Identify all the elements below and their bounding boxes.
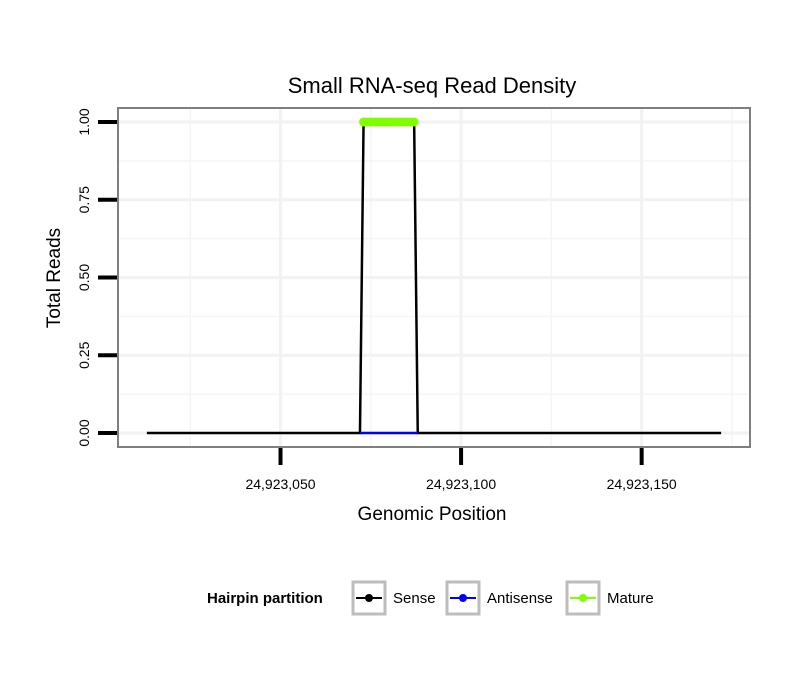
y-tick-label: 0.25 xyxy=(76,341,92,368)
x-tick-label: 24,923,050 xyxy=(245,476,315,492)
x-axis-label: Genomic Position xyxy=(358,504,507,525)
legend: Hairpin partition Sense Antisense Mature xyxy=(207,580,654,616)
axis-layer: 0.00 0.25 0.50 0.75 1.00 24,923,050 24,923,100… xyxy=(76,108,677,492)
legend-key-point-mature xyxy=(579,594,587,602)
y-tick-label: 0.50 xyxy=(76,264,92,291)
legend-title: Hairpin partition xyxy=(207,590,323,607)
y-tick-label: 0.75 xyxy=(76,186,92,213)
plot-panel-border xyxy=(117,107,751,448)
x-tick-label: 24,923,150 xyxy=(607,476,677,492)
series-layer xyxy=(146,117,722,435)
legend-key-point-antisense xyxy=(459,594,467,602)
legend-key-point-sense xyxy=(365,594,373,602)
legend-label-antisense: Antisense xyxy=(487,590,553,607)
y-axis-label: Total Reads xyxy=(44,228,65,328)
legend-label-mature: Mature xyxy=(607,590,654,607)
x-tick-label: 24,923,100 xyxy=(426,476,496,492)
chart-title: Small RNA-seq Read Density xyxy=(288,73,577,98)
y-tick-label: 1.00 xyxy=(76,108,92,135)
y-tick-label: 0.00 xyxy=(76,419,92,446)
legend-label-sense: Sense xyxy=(393,590,436,607)
